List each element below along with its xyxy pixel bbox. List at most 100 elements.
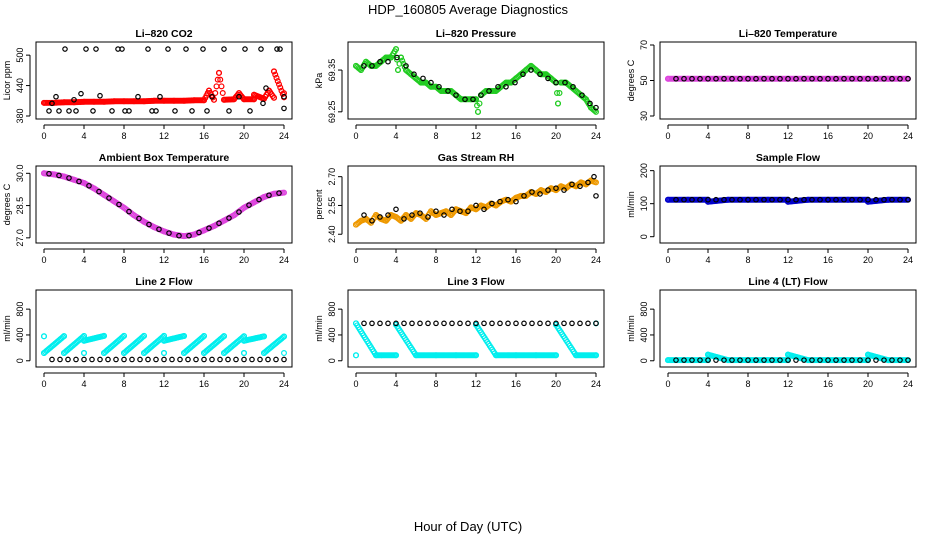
data-point — [553, 79, 559, 86]
data-point — [393, 206, 399, 213]
data-point — [199, 334, 206, 341]
data-point — [241, 96, 248, 103]
x-tick-label: 20 — [863, 379, 873, 389]
data-point — [572, 87, 579, 94]
data-point — [521, 320, 527, 327]
data-point — [186, 232, 192, 239]
panel-title: Li–820 Pressure — [436, 28, 517, 40]
data-point — [449, 320, 455, 327]
data-point — [553, 185, 559, 191]
data-point — [769, 357, 775, 363]
data-point — [141, 98, 148, 105]
data-point — [753, 196, 759, 203]
data-point — [214, 76, 221, 83]
x-tick-label: 0 — [41, 131, 46, 141]
data-point — [126, 208, 132, 215]
x-tick-label: 12 — [471, 379, 481, 389]
data-point — [473, 320, 479, 327]
data-point — [281, 333, 288, 340]
x-tick-label: 24 — [591, 379, 601, 389]
data-point — [897, 196, 903, 203]
data-point — [56, 108, 62, 114]
data-point — [218, 83, 225, 90]
data-point — [841, 75, 847, 82]
panel-title: Li–820 CO2 — [135, 28, 192, 40]
y-tick-label: 100 — [639, 196, 649, 211]
data-point — [236, 93, 242, 100]
data-point — [849, 196, 855, 203]
data-point — [176, 232, 182, 239]
data-point — [369, 63, 375, 69]
x-tick-label: 12 — [783, 379, 793, 389]
data-point — [388, 212, 395, 219]
data-point — [271, 94, 278, 101]
data-point — [201, 350, 208, 357]
data-point — [457, 208, 463, 215]
data-point — [80, 98, 87, 105]
data-point — [801, 75, 807, 82]
data-point — [761, 357, 767, 363]
series-2 — [673, 357, 911, 363]
x-tick-label: 24 — [591, 131, 601, 141]
data-point — [172, 108, 178, 114]
data-point — [497, 198, 503, 205]
data-point — [157, 93, 163, 100]
data-point — [145, 46, 151, 52]
data-point — [497, 320, 503, 327]
x-tick-label: 20 — [863, 131, 873, 141]
y-tick-label: 69.25 — [327, 101, 337, 124]
data-point — [897, 75, 903, 82]
x-tick-label: 20 — [551, 255, 561, 265]
data-point — [126, 108, 132, 114]
x-tick-label: 0 — [665, 131, 670, 141]
data-point — [833, 357, 839, 363]
data-point — [409, 212, 415, 218]
x-tick-label: 12 — [471, 255, 481, 265]
data-point — [66, 175, 72, 181]
data-point — [261, 333, 268, 340]
data-point — [274, 78, 281, 85]
x-tick-label: 16 — [823, 255, 833, 265]
data-point — [729, 196, 735, 203]
data-point — [478, 92, 484, 98]
panel-3: Li–820 Temperature 0 4 8 12 16 20 24 30 50 70degre… — [626, 28, 917, 141]
data-point — [216, 69, 223, 76]
data-point — [273, 74, 280, 81]
data-point — [136, 215, 142, 222]
data-point — [353, 320, 360, 327]
data-point — [417, 210, 423, 216]
data-point — [445, 88, 451, 94]
data-point — [388, 54, 395, 61]
y-tick-label: 70 — [639, 40, 649, 50]
data-point — [889, 196, 895, 203]
data-point — [873, 196, 879, 203]
data-point — [116, 201, 122, 208]
data-point — [408, 71, 415, 78]
data-point — [545, 320, 551, 327]
data-point — [256, 196, 262, 203]
data-point — [689, 75, 695, 82]
y-tick-label: 400 — [639, 327, 649, 342]
data-point — [369, 218, 375, 224]
x-tick-label: 0 — [353, 379, 358, 389]
data-point — [777, 196, 783, 203]
data-point — [673, 75, 679, 82]
data-point — [40, 333, 47, 340]
data-point — [537, 320, 543, 327]
y-tick-label: 800 — [639, 302, 649, 317]
data-point — [784, 351, 791, 358]
data-point — [881, 357, 887, 363]
data-point — [369, 320, 375, 327]
x-tick-label: 4 — [705, 255, 710, 265]
data-point — [211, 223, 218, 230]
data-point — [873, 357, 879, 363]
data-point — [70, 99, 77, 106]
data-point — [401, 216, 407, 222]
y-tick-label: 800 — [327, 302, 337, 317]
data-point — [226, 108, 232, 114]
data-point — [46, 108, 52, 114]
x-tick-label: 20 — [551, 131, 561, 141]
data-point — [587, 100, 593, 107]
